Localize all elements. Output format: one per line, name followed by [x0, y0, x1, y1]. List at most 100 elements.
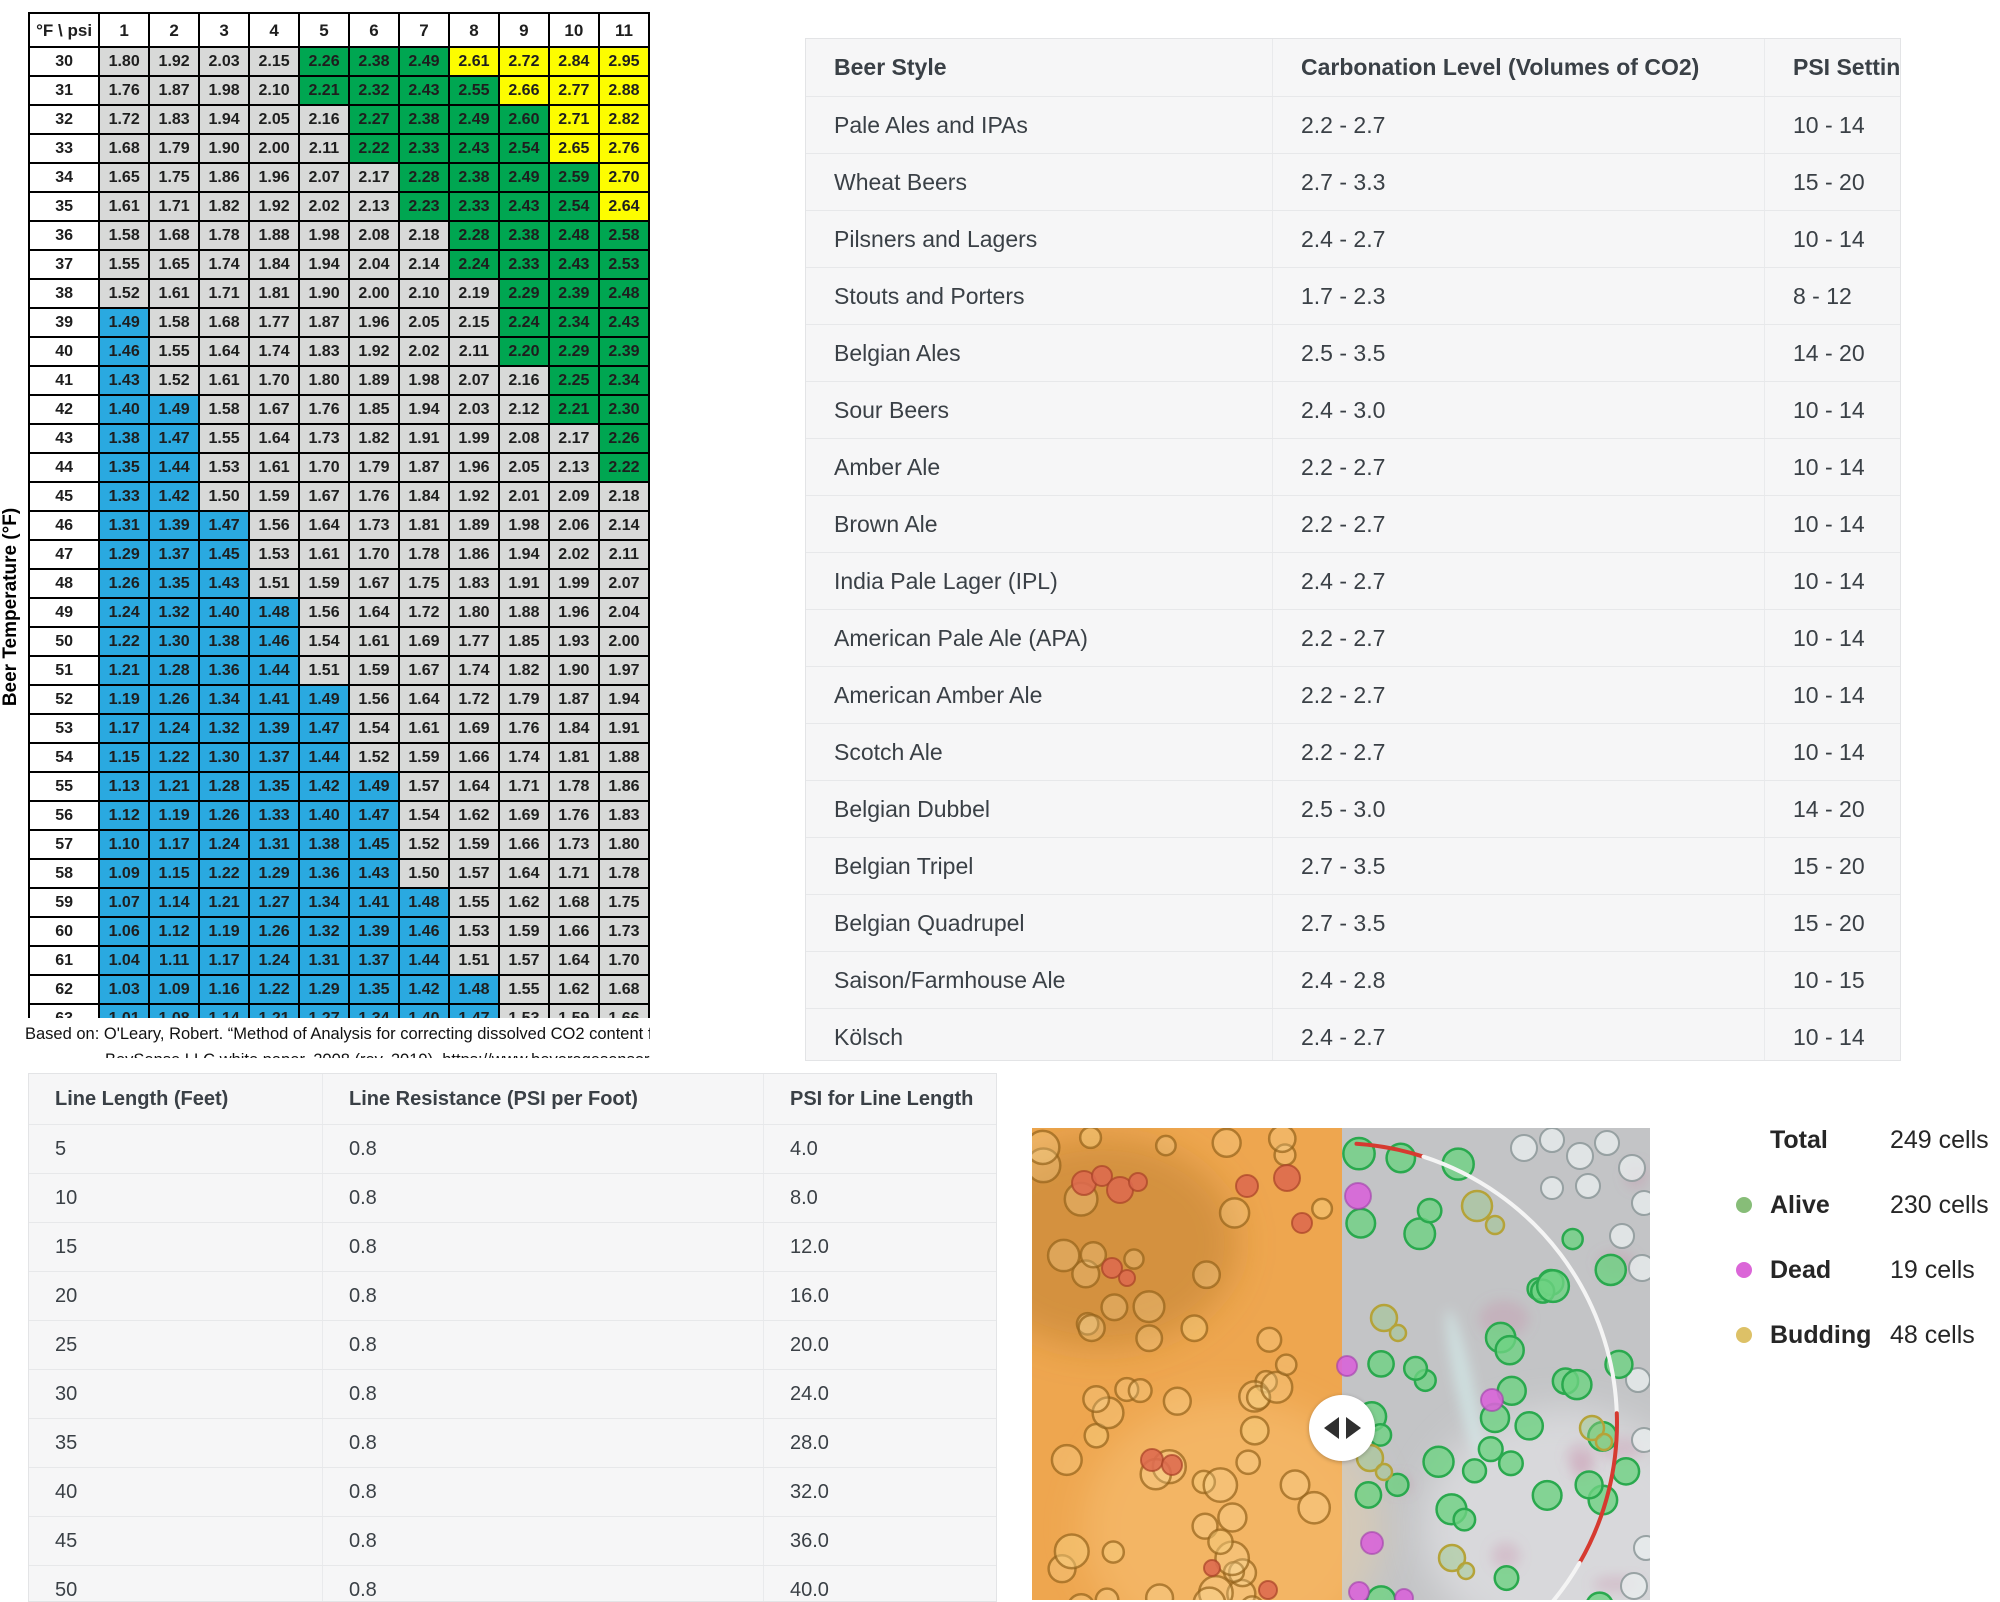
- matrix-cell: 2.15: [449, 308, 499, 337]
- matrix-cell: 1.82: [499, 656, 549, 685]
- matrix-cell: 1.24: [249, 946, 299, 975]
- matrix-cell: 1.82: [349, 424, 399, 453]
- matrix-cell: 1.74: [249, 337, 299, 366]
- matrix-cell: 1.87: [399, 453, 449, 482]
- matrix-cell: 1.53: [249, 540, 299, 569]
- psi-column-header: 9: [499, 13, 549, 47]
- matrix-cell: 1.37: [149, 540, 199, 569]
- line-table-cell: 45: [29, 1517, 323, 1566]
- matrix-cell: 1.69: [499, 801, 549, 830]
- matrix-cell: 1.32: [149, 598, 199, 627]
- matrix-cell: 1.30: [199, 743, 249, 772]
- matrix-cell: 1.14: [199, 1004, 249, 1018]
- matrix-cell: 2.76: [599, 134, 649, 163]
- line-table-cell: 24.0: [764, 1370, 998, 1419]
- citation-line-2: BevSense LLC white paper, 2008 (rev. 201…: [25, 1048, 650, 1058]
- beer-table-cell: 2.4 - 2.7: [1273, 553, 1765, 610]
- line-table-cell: 0.8: [323, 1370, 764, 1419]
- matrix-cell: 2.02: [549, 540, 599, 569]
- matrix-cell: 2.16: [499, 366, 549, 395]
- matrix-cell: 1.48: [399, 888, 449, 917]
- matrix-cell: 1.29: [99, 540, 149, 569]
- matrix-cell: 2.27: [349, 105, 399, 134]
- beer-table-cell: 10 - 15: [1765, 952, 1902, 1009]
- beer-table-cell: 2.2 - 2.7: [1273, 610, 1765, 667]
- matrix-cell: 1.24: [99, 598, 149, 627]
- matrix-cell: 1.85: [349, 395, 399, 424]
- matrix-cell: 2.70: [599, 163, 649, 192]
- matrix-cell: 1.36: [199, 656, 249, 685]
- matrix-cell: 2.60: [499, 105, 549, 134]
- matrix-cell: 1.59: [249, 482, 299, 511]
- beer-table-cell: Belgian Tripel: [806, 838, 1273, 895]
- matrix-cell: 2.05: [249, 105, 299, 134]
- matrix-cell: 1.54: [399, 801, 449, 830]
- temperature-row-header: 36: [29, 221, 99, 250]
- beer-table-cell: 2.4 - 2.7: [1273, 1009, 1765, 1062]
- beer-table-cell: American Amber Ale: [806, 667, 1273, 724]
- matrix-cell: 1.32: [199, 714, 249, 743]
- matrix-cell: 2.16: [299, 105, 349, 134]
- matrix-cell: 2.61: [449, 47, 499, 76]
- matrix-cell: 1.30: [149, 627, 199, 656]
- matrix-cell: 2.03: [449, 395, 499, 424]
- line-table-cell: 40.0: [764, 1566, 998, 1602]
- temperature-row-header: 38: [29, 279, 99, 308]
- matrix-cell: 1.76: [299, 395, 349, 424]
- matrix-cell: 2.39: [599, 337, 649, 366]
- matrix-cell: 1.35: [99, 453, 149, 482]
- matrix-cell: 2.14: [599, 511, 649, 540]
- matrix-cell: 1.59: [449, 830, 499, 859]
- matrix-cell: 1.12: [99, 801, 149, 830]
- legend-label: Alive: [1770, 1191, 1890, 1220]
- matrix-cell: 1.72: [99, 105, 149, 134]
- matrix-cell: 1.19: [199, 917, 249, 946]
- beer-table-cell: Pale Ales and IPAs: [806, 97, 1273, 154]
- matrix-cell: 1.72: [399, 598, 449, 627]
- matrix-cell: 1.55: [449, 888, 499, 917]
- matrix-cell: 1.73: [549, 830, 599, 859]
- matrix-cell: 1.64: [549, 946, 599, 975]
- matrix-cell: 1.64: [349, 598, 399, 627]
- matrix-cell: 1.17: [99, 714, 149, 743]
- matrix-cell: 2.34: [599, 366, 649, 395]
- matrix-cell: 2.21: [299, 76, 349, 105]
- matrix-cell: 1.35: [349, 975, 399, 1004]
- matrix-cell: 1.29: [249, 859, 299, 888]
- matrix-cell: 2.49: [399, 47, 449, 76]
- matrix-cell: 1.78: [599, 859, 649, 888]
- legend-value: 249 cells: [1890, 1126, 1989, 1155]
- matrix-cell: 1.87: [549, 685, 599, 714]
- temperature-row-header: 34: [29, 163, 99, 192]
- line-table-cell: 0.8: [323, 1174, 764, 1223]
- temperature-row-header: 56: [29, 801, 99, 830]
- matrix-cell: 1.53: [199, 453, 249, 482]
- matrix-cell: 2.33: [449, 192, 499, 221]
- matrix-cell: 1.37: [349, 946, 399, 975]
- matrix-cell: 1.66: [599, 1004, 649, 1018]
- matrix-cell: 2.32: [349, 76, 399, 105]
- beer-table-cell: 14 - 20: [1765, 781, 1902, 838]
- legend-label: Budding: [1770, 1321, 1890, 1350]
- comparison-slider-handle[interactable]: [1309, 1395, 1375, 1461]
- matrix-cell: 1.81: [399, 511, 449, 540]
- matrix-cell: 2.24: [449, 250, 499, 279]
- matrix-cell: 2.88: [599, 76, 649, 105]
- matrix-cell: 1.47: [349, 801, 399, 830]
- matrix-cell: 1.55: [149, 337, 199, 366]
- beer-table-cell: 10 - 14: [1765, 211, 1902, 268]
- line-table-cell: 25: [29, 1321, 323, 1370]
- matrix-cell: 1.89: [349, 366, 399, 395]
- line-table-cell: 50: [29, 1566, 323, 1602]
- matrix-cell: 1.42: [149, 482, 199, 511]
- temperature-row-header: 63: [29, 1004, 99, 1018]
- matrix-cell: 1.57: [399, 772, 449, 801]
